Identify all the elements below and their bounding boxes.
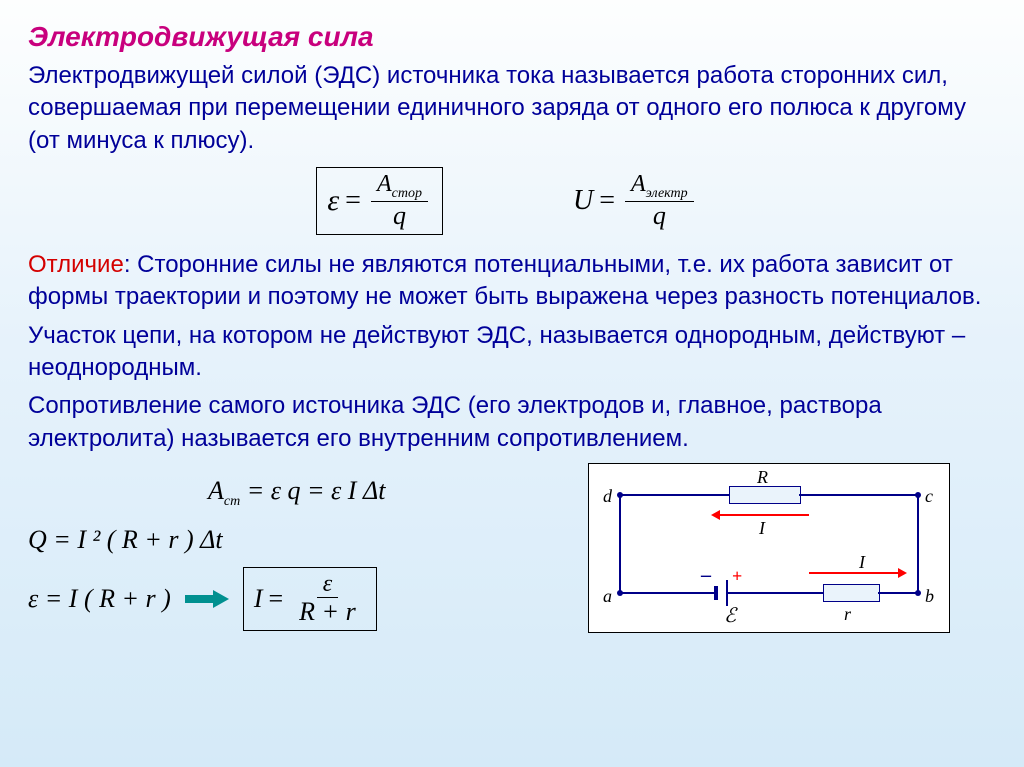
definition-paragraph: Электродвижущей силой (ЭДС) источника то… — [28, 60, 996, 157]
label-b: b — [925, 584, 934, 608]
formula-heat: Q = I ² ( R + r ) Δt — [28, 522, 568, 557]
resistor-r — [823, 584, 880, 602]
label-I-top: I — [759, 516, 765, 540]
label-minus: – — [701, 562, 711, 589]
symbol-A: A — [377, 171, 392, 197]
page-title: Электродвижущая сила — [28, 18, 996, 56]
label-eps: ℰ — [724, 603, 736, 630]
arrow-icon — [185, 592, 229, 606]
symbol-A2: A — [631, 171, 646, 197]
subscript-stor: стор — [392, 186, 422, 201]
symbol-q2: q — [647, 202, 672, 229]
label-d: d — [603, 484, 612, 508]
label-r: r — [844, 602, 851, 626]
formula-emf: ε = Aстор q — [316, 167, 443, 235]
formula-row-1: ε = Aстор q U = Aэлектр q — [28, 167, 996, 235]
subscript-electr: электр — [646, 186, 688, 201]
formula-emf-ir: ε = I ( R + r ) — [28, 581, 171, 616]
formula-ohm-row: ε = I ( R + r ) I = ε R + r — [28, 567, 568, 630]
bottom-formulas: Aст = ε q = ε I Δt Q = I ² ( R + r ) Δt … — [28, 463, 568, 641]
bottom-area: Aст = ε q = ε I Δt Q = I ² ( R + r ) Δt … — [28, 463, 996, 641]
homogeneous-paragraph: Участок цепи, на котором не действуют ЭД… — [28, 320, 996, 385]
label-plus: + — [732, 564, 742, 588]
circuit-diagram: R I I r ℰ – + d c a b — [588, 463, 950, 633]
formula-work: Aст = ε q = ε I Δt — [208, 473, 568, 512]
difference-label: Отличие — [28, 251, 124, 278]
label-R: R — [757, 465, 768, 489]
internal-resistance-paragraph: Сопротивление самого источника ЭДС (его … — [28, 390, 996, 455]
difference-text: : Сторонние силы не являются потенциальн… — [28, 251, 981, 310]
symbol-U: U — [573, 182, 593, 220]
label-c: c — [925, 484, 933, 508]
difference-paragraph: Отличие: Сторонние силы не являются поте… — [28, 249, 996, 314]
symbol-q: q — [387, 202, 412, 229]
current-arrow-bottom — [809, 572, 899, 574]
symbol-epsilon: ε — [327, 181, 339, 222]
formula-current-boxed: I = ε R + r — [243, 567, 377, 630]
formula-voltage: U = Aэлектр q — [563, 167, 708, 235]
label-I-bottom: I — [859, 550, 865, 574]
label-a: a — [603, 584, 612, 608]
